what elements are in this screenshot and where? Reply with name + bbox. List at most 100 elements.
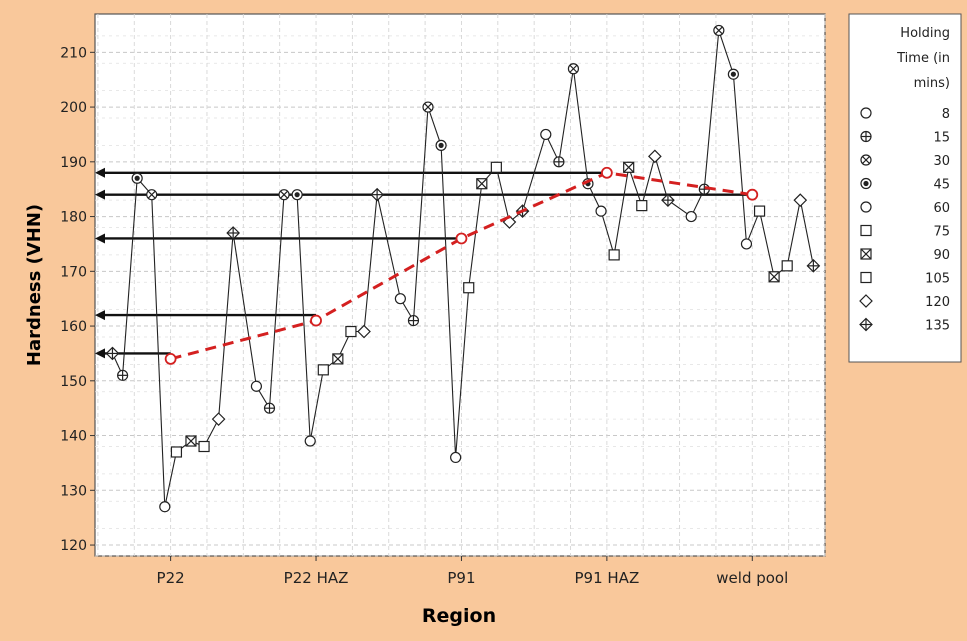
marker-detail [185,435,197,447]
marker-detail [862,156,870,164]
y-tick-label: 140 [60,429,87,445]
data-point [490,161,502,173]
legend-marker [860,201,872,213]
marker-shape [595,205,607,217]
y-axis-title: Hardness (VHN) [24,204,45,366]
legend-entries: 8 15 30 45 60 75 90 105 120 135 [859,107,950,334]
mean-line [170,171,753,361]
data-point [435,139,447,151]
data-point [304,435,316,447]
data-point [185,435,197,447]
data-point [753,205,766,217]
data-point [198,440,210,453]
mean-point [310,314,322,327]
marker-shape [450,451,462,464]
data-point [345,325,357,338]
y-tick-label: 160 [60,319,87,335]
x-tick-label: weld pool [716,569,788,587]
marker-detail [280,190,288,199]
data-point [595,205,607,217]
marker-shape [304,435,316,447]
marker-shape [648,149,662,164]
marker-detail [768,271,780,283]
marker-shape [345,325,357,338]
data-point [553,156,565,168]
y-axis: 120 130 140 150 160 170 180 190 200 210 [60,45,95,554]
marker-shape [793,193,808,207]
legend-label: 75 [933,225,950,240]
legend-label: 30 [933,154,950,169]
x-tick-label: P91 [447,569,475,587]
legend-marker [860,224,872,237]
marker-shape [357,324,371,339]
marker-shape [540,128,552,141]
marker-shape [860,271,872,284]
legend-marker [859,317,873,332]
marker-detail [438,142,444,148]
marker-detail [860,248,872,260]
legend-label: 105 [925,272,950,287]
marker-shape [859,294,873,308]
marker-shape [860,107,872,119]
legend-label: 135 [925,319,950,334]
marker-detail [863,180,869,187]
data-point [317,364,329,376]
marker-detail [147,190,156,199]
data-point [567,63,580,75]
data-point [117,369,129,381]
data-point [727,68,739,80]
arrow-head [95,233,105,244]
grid [95,14,826,557]
mean-point [600,166,613,179]
reference-arrows [95,167,753,359]
legend-title-line-1: Holding [900,26,950,41]
legend-label: 120 [925,295,950,310]
data-point [781,260,793,272]
marker-detail [714,26,723,35]
data-point [131,172,143,184]
legend-marker [860,154,872,166]
arrow-head [95,310,105,321]
data-point [636,200,648,212]
marker-detail [569,64,578,73]
legend-label: 90 [933,248,950,263]
legend-title-line-3: mins) [914,76,950,91]
marker-shape [860,224,872,237]
legend: Holding Time (in mins) 8 15 30 45 60 75 90 105 1… [848,13,962,363]
legend-marker [860,177,872,190]
legend-marker [859,294,873,308]
x-axis: P22 P22 HAZ P91 P91 HAZ weld pool [157,556,788,587]
legend-label: 45 [933,178,950,193]
data-point [685,210,697,223]
data-point [278,189,290,201]
data-point [540,128,552,141]
marker-shape [250,380,263,392]
marker-shape [463,282,475,294]
x-tick-label: P22 HAZ [284,569,349,587]
arrow-head [95,189,105,200]
marker-detail [294,192,300,198]
marker-shape [198,440,210,453]
data-point [146,189,158,201]
data-point [357,324,371,339]
data-point [806,258,821,273]
marker-detail [424,103,432,111]
y-tick-label: 170 [60,264,87,280]
marker-shape [211,412,226,426]
data-point [291,189,303,201]
data-point [250,380,263,392]
hardness-series [105,24,821,513]
marker-shape [740,238,753,250]
legend-marker [860,130,872,143]
data-point [170,446,183,458]
mean-series [164,166,759,365]
marker-shape [781,260,793,272]
mean-point [164,353,177,365]
data-point [422,101,434,113]
marker-shape [170,446,183,458]
data-point [768,271,780,283]
marker-shape [490,161,502,173]
mean-point [455,232,468,245]
